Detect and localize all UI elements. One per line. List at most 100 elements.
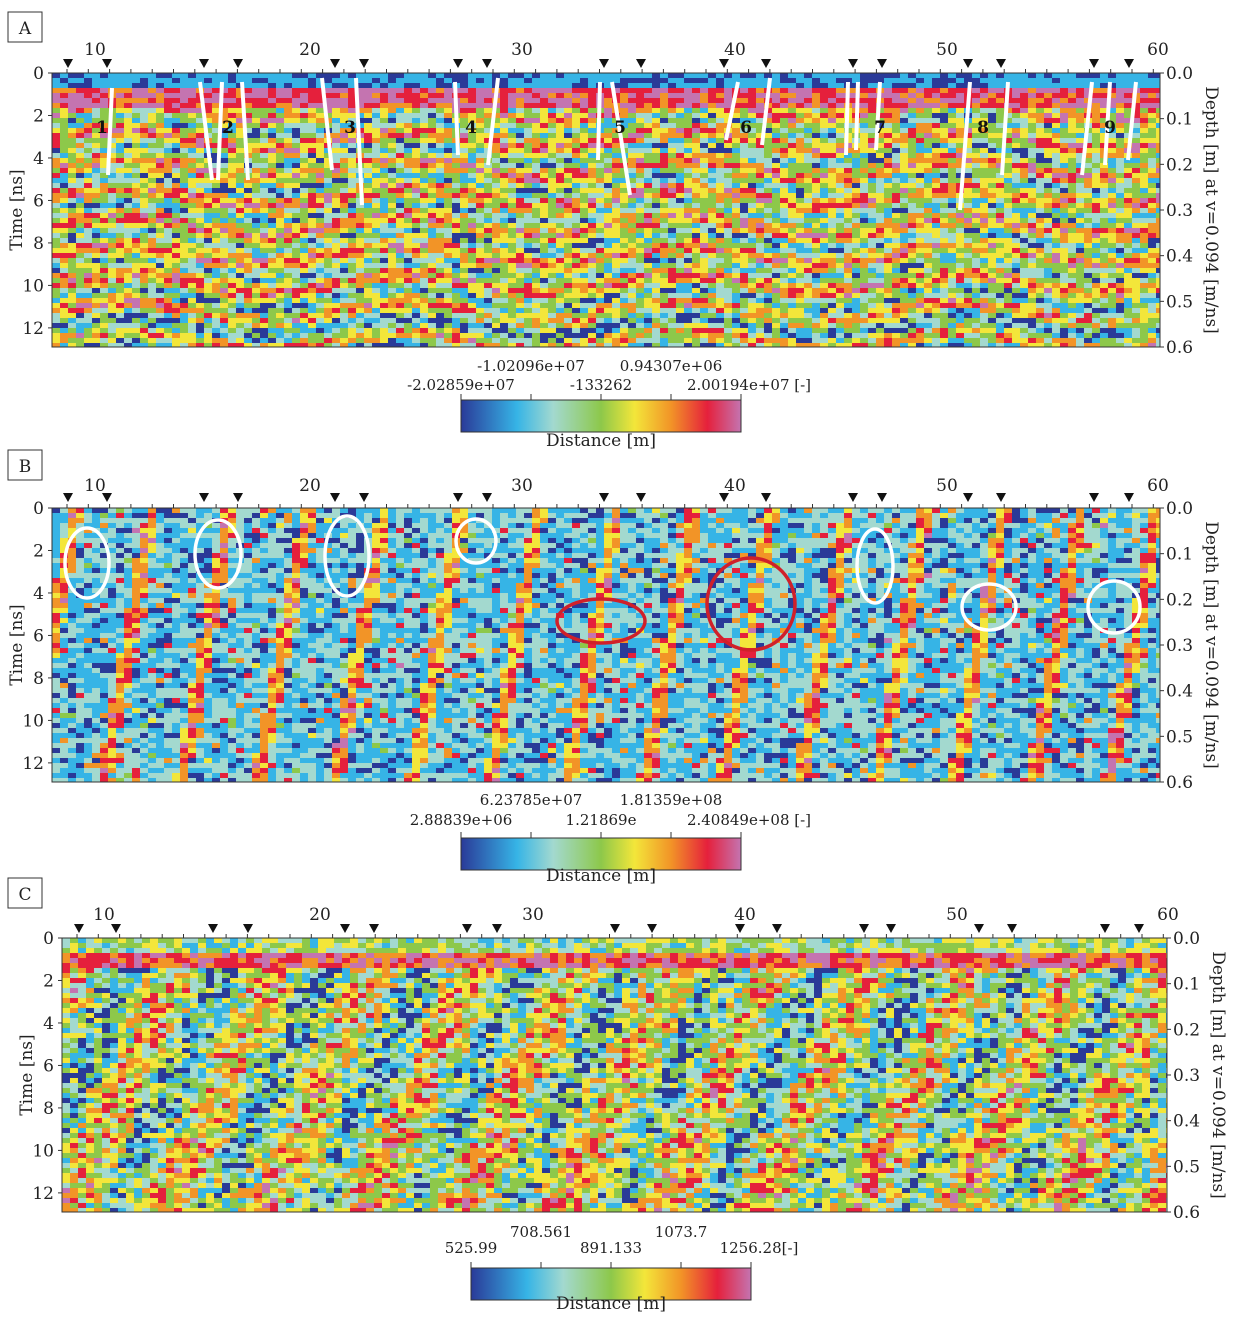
radargram-cell	[692, 178, 701, 184]
radargram-cell	[532, 113, 541, 119]
radargram-cell	[444, 153, 453, 159]
radargram-cell	[276, 78, 285, 84]
radargram-cell	[412, 248, 421, 254]
radargram-cell	[516, 133, 525, 139]
radargram-cell	[924, 133, 933, 139]
radargram-cell	[388, 183, 397, 189]
radargram-cell	[716, 113, 725, 119]
radargram-cell	[628, 148, 637, 154]
radargram-cell	[940, 193, 949, 199]
radargram-cell	[844, 73, 853, 79]
radargram-cell	[700, 128, 709, 134]
radargram-cell	[212, 93, 221, 99]
radargram-cell	[100, 213, 109, 219]
radargram-cell	[1132, 198, 1141, 204]
radargram-cell	[588, 113, 597, 119]
radargram-cell	[276, 203, 285, 209]
radargram-cell	[1044, 128, 1053, 134]
radargram-cell	[332, 158, 341, 164]
radargram-cell	[556, 228, 565, 234]
radargram-cell	[956, 238, 965, 244]
radargram-cell	[788, 83, 797, 89]
radargram-cell	[780, 103, 789, 109]
radargram-cell	[1004, 208, 1013, 214]
radargram-cell	[700, 238, 709, 244]
radargram-cell	[852, 173, 861, 179]
radargram-cell	[644, 228, 653, 234]
radargram-cell	[860, 83, 869, 89]
radargram-cell	[524, 203, 533, 209]
radargram-cell	[404, 98, 413, 104]
radargram-cell	[412, 203, 421, 209]
radargram-cell	[564, 158, 573, 164]
radargram-cell	[764, 248, 773, 254]
radargram-cell	[580, 213, 589, 219]
radargram-cell	[340, 163, 349, 169]
radargram-cell	[1068, 248, 1077, 254]
radargram-cell	[1012, 143, 1021, 149]
radargram-cell	[1148, 243, 1157, 249]
radargram-cell	[460, 158, 469, 164]
radargram-cell	[308, 203, 317, 209]
radargram-cell	[556, 108, 565, 114]
radargram-cell	[356, 213, 365, 219]
radargram-cell	[348, 193, 357, 199]
radargram-cell	[164, 133, 173, 139]
radargram-cell	[164, 73, 173, 79]
radargram-cell	[812, 143, 821, 149]
radargram-cell	[1020, 138, 1029, 144]
radargram-cell	[84, 118, 93, 124]
radargram-cell	[564, 83, 573, 89]
radargram-cell	[308, 143, 317, 149]
radargram-cell	[1092, 123, 1101, 129]
radargram-cell	[900, 133, 909, 139]
radargram-cell	[940, 243, 949, 249]
radargram-cell	[836, 108, 845, 114]
radargram-cell	[188, 118, 197, 124]
radargram-cell	[372, 163, 381, 169]
radargram-cell	[748, 248, 757, 254]
radargram-cell	[484, 198, 493, 204]
radargram-cell	[412, 153, 421, 159]
radargram-cell	[628, 123, 637, 129]
radargram-cell	[604, 243, 613, 249]
radargram-cell	[236, 178, 245, 184]
radargram-cell	[100, 108, 109, 114]
radargram-cell	[188, 163, 197, 169]
radargram-cell	[260, 158, 269, 164]
radargram-cell	[804, 83, 813, 89]
radargram-cell	[244, 188, 253, 194]
radargram-cell	[172, 128, 181, 134]
radargram-cell	[532, 248, 541, 254]
radargram-cell	[1116, 118, 1125, 124]
radargram-cell	[988, 178, 997, 184]
radargram-cell	[564, 73, 573, 79]
radargram-cell	[764, 193, 773, 199]
radargram-cell	[484, 188, 493, 194]
radargram-cell	[220, 173, 229, 179]
radargram-cell	[916, 158, 925, 164]
radargram-cell	[772, 128, 781, 134]
radargram-cell	[996, 88, 1005, 94]
radargram-cell	[500, 198, 509, 204]
radargram-cell	[1076, 248, 1085, 254]
radargram-cell	[116, 153, 125, 159]
radargram-cell	[516, 233, 525, 239]
radargram-cell	[844, 203, 853, 209]
radargram-cell	[628, 153, 637, 159]
radargram-cell	[276, 223, 285, 229]
radargram-cell	[620, 238, 629, 244]
radargram-cell	[796, 108, 805, 114]
radargram-cell	[180, 213, 189, 219]
radargram-cell	[796, 198, 805, 204]
radargram-cell	[76, 103, 85, 109]
radargram-cell	[284, 133, 293, 139]
radargram-cell	[236, 158, 245, 164]
radargram-cell	[364, 188, 373, 194]
radargram-cell	[948, 218, 957, 224]
radargram-cell	[868, 78, 877, 84]
radargram-cell	[260, 223, 269, 229]
radargram-cell	[524, 113, 533, 119]
radargram-cell	[460, 223, 469, 229]
radargram-cell	[948, 148, 957, 154]
